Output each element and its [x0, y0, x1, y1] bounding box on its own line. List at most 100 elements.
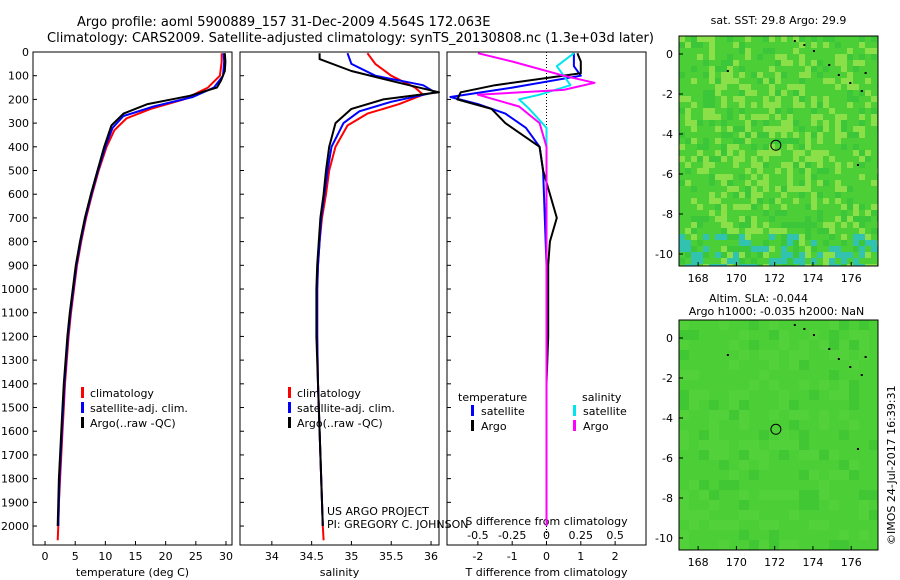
map-sst-cell: [793, 198, 799, 204]
map-sst-cell: [709, 48, 715, 54]
map-sst-field: [679, 36, 878, 266]
map-sst-island: [860, 90, 863, 92]
map-sst-cell: [865, 90, 871, 96]
map-sst-cell: [727, 126, 733, 132]
map-sst-cell: [823, 36, 829, 42]
map-sst-cell: [757, 72, 763, 78]
map-sst-cell: [853, 132, 859, 138]
map-sst-cell: [775, 90, 781, 96]
map-sst-cell: [793, 222, 799, 228]
map-sst-cell: [871, 48, 877, 54]
map-sst-cell: [841, 60, 847, 66]
map-sst-cell: [841, 222, 847, 228]
temp-legend-swatch: [81, 387, 84, 398]
map-sst-cell: [703, 264, 709, 266]
map-sla-cell: [749, 340, 759, 350]
map-sla-cell: [749, 450, 759, 460]
map-sst-cell: [769, 66, 775, 72]
map-sst-cell: [739, 96, 745, 102]
project-line-2: PI: GREGORY C. JOHNSON: [327, 518, 468, 531]
map-sst-cell: [823, 258, 829, 264]
map-sst-y-tick-label: -6: [662, 168, 673, 181]
map-sst-cell: [679, 36, 685, 42]
map-sst-cell: [757, 132, 763, 138]
map-sst-cell: [721, 210, 727, 216]
map-sla-cell: [839, 320, 849, 330]
map-sla-cell: [789, 510, 799, 520]
map-sst-cell: [859, 246, 865, 252]
map-sla-cell: [779, 330, 789, 340]
map-sst-cell: [715, 252, 721, 258]
map-sst-cell: [817, 126, 823, 132]
map-sst-cell: [847, 264, 853, 266]
map-sst-cell: [727, 222, 733, 228]
map-sst-cell: [781, 264, 787, 266]
map-sst-cell: [811, 156, 817, 162]
map-sst-cell: [823, 120, 829, 126]
map-sst-cell: [697, 36, 703, 42]
map-sst-cell: [781, 36, 787, 42]
map-sla-cell: [739, 440, 749, 450]
map-sst-cell: [835, 198, 841, 204]
map-sst-cell: [709, 264, 715, 266]
map-sst-cell: [691, 102, 697, 108]
map-sst-cell: [763, 264, 769, 266]
map-sst-x-tick-label: 170: [726, 272, 747, 285]
map-sst-cell: [697, 42, 703, 48]
map-sst-cell: [823, 222, 829, 228]
map-sst-cell: [847, 72, 853, 78]
depth-tick-label: 600: [8, 188, 29, 201]
map-sla-cell: [759, 370, 769, 380]
map-sla-cell: [849, 460, 859, 470]
map-sst-cell: [727, 108, 733, 114]
map-sst-cell: [745, 138, 751, 144]
map-sst-cell: [763, 204, 769, 210]
map-sst-cell: [829, 252, 835, 258]
diff-legend-label: Argo: [481, 420, 507, 433]
map-sst-cell: [781, 258, 787, 264]
map-sst-cell: [703, 36, 709, 42]
sal-x-tick-label: 35.5: [379, 550, 404, 563]
map-sla-cell: [699, 430, 709, 440]
map-sst-cell: [847, 186, 853, 192]
diff-legend-swatch: [573, 405, 576, 416]
map-sla-cell: [709, 400, 719, 410]
map-sst-cell: [739, 216, 745, 222]
map-sst-cell: [721, 252, 727, 258]
map-sst-cell: [691, 264, 697, 266]
map-sla-cell: [859, 350, 869, 360]
map-sst-cell: [841, 144, 847, 150]
map-sst-cell: [859, 54, 865, 60]
map-sst-cell: [715, 264, 721, 266]
map-sst-cell: [817, 216, 823, 222]
map-sst-cell: [685, 162, 691, 168]
map-sst-cell: [793, 162, 799, 168]
map-sst-frame: [678, 35, 879, 267]
map-sla-cell: [769, 380, 779, 390]
map-sst-cell: [775, 60, 781, 66]
map-sla-cell: [719, 520, 729, 530]
map-sst-cell: [709, 96, 715, 102]
map-sst-cell: [709, 114, 715, 120]
map-sst-cell: [817, 192, 823, 198]
sal-legend-swatch: [288, 417, 291, 428]
map-sst-cell: [709, 198, 715, 204]
map-sst-cell: [799, 102, 805, 108]
map-sla-cell: [829, 390, 839, 400]
temp-x-tick-label: 30: [219, 550, 233, 563]
map-sla-cell: [799, 380, 809, 390]
map-sst-cell: [787, 114, 793, 120]
map-sst-cell: [757, 78, 763, 84]
map-sst-cell: [691, 222, 697, 228]
map-sla-cell: [839, 540, 849, 550]
diff-x-tick-label: 2: [612, 550, 619, 563]
map-sst-cell: [817, 114, 823, 120]
map-sst-cell: [847, 90, 853, 96]
temp-series-satellite-adj-clim-: [57, 53, 226, 527]
map-sst-cell: [805, 216, 811, 222]
difference-panel: -2 -1 0 1 2 T difference from climatology -0.5…: [446, 51, 647, 579]
map-sst-cell: [691, 234, 697, 240]
map-sst-cell: [727, 234, 733, 240]
map-sst-cell: [757, 198, 763, 204]
map-sst-cell: [763, 132, 769, 138]
